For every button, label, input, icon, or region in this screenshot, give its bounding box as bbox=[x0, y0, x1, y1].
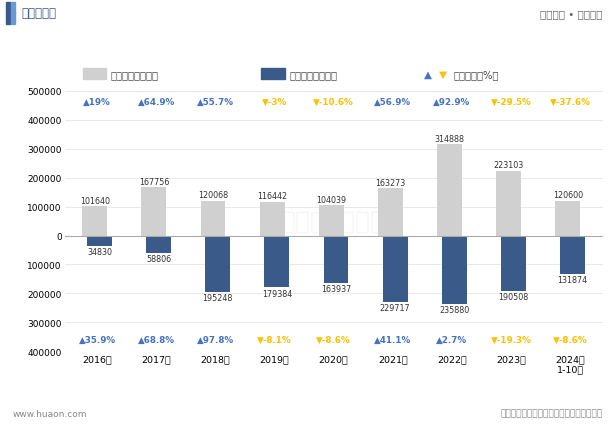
Bar bbox=[6, 3, 10, 25]
Text: 190508: 190508 bbox=[498, 292, 528, 301]
Bar bbox=[319, 206, 344, 236]
Text: www.huaon.com: www.huaon.com bbox=[12, 409, 87, 417]
Text: 2016-2024年10月岳阳市(境内目的地/货源地)进、出口额: 2016-2024年10月岳阳市(境内目的地/货源地)进、出口额 bbox=[165, 37, 450, 52]
Text: ▲97.8%: ▲97.8% bbox=[197, 335, 234, 344]
Bar bbox=[11, 3, 15, 25]
Text: ▼-8.6%: ▼-8.6% bbox=[553, 335, 587, 344]
Text: ▼-8.6%: ▼-8.6% bbox=[316, 335, 351, 344]
Text: ▲64.9%: ▲64.9% bbox=[138, 98, 175, 107]
Text: 34830: 34830 bbox=[87, 248, 112, 256]
Text: 120068: 120068 bbox=[198, 191, 228, 200]
Text: ▼: ▼ bbox=[438, 69, 446, 80]
Bar bbox=[260, 202, 285, 236]
Text: 223103: 223103 bbox=[494, 161, 524, 170]
Text: 167756: 167756 bbox=[138, 177, 169, 186]
Bar bbox=[496, 172, 521, 236]
Text: 163273: 163273 bbox=[375, 178, 405, 187]
Bar bbox=[87, 236, 112, 246]
Text: 116442: 116442 bbox=[257, 192, 287, 201]
Text: ▼-3%: ▼-3% bbox=[262, 98, 287, 107]
Bar bbox=[383, 236, 408, 302]
Text: 131874: 131874 bbox=[557, 276, 587, 285]
Bar bbox=[437, 145, 462, 236]
Text: 314888: 314888 bbox=[435, 135, 464, 144]
Text: 数据来源：中国海关；华经产业研究院整理: 数据来源：中国海关；华经产业研究院整理 bbox=[501, 409, 603, 417]
Text: ▲35.9%: ▲35.9% bbox=[79, 335, 116, 344]
Bar bbox=[141, 187, 166, 236]
Bar bbox=[555, 201, 580, 236]
Text: 101640: 101640 bbox=[80, 196, 109, 205]
Text: 179384: 179384 bbox=[262, 289, 292, 298]
Text: ▲56.9%: ▲56.9% bbox=[374, 98, 411, 107]
Bar bbox=[501, 236, 526, 291]
Bar bbox=[261, 69, 285, 80]
Text: ▲: ▲ bbox=[424, 69, 432, 80]
Bar bbox=[560, 236, 585, 274]
Text: 104039: 104039 bbox=[316, 196, 346, 204]
Text: 163937: 163937 bbox=[321, 285, 351, 294]
Text: ▼-10.6%: ▼-10.6% bbox=[313, 98, 354, 107]
Bar bbox=[323, 236, 349, 283]
Text: 出口额（万美元）: 出口额（万美元） bbox=[111, 69, 159, 80]
Bar bbox=[378, 189, 403, 236]
Bar bbox=[264, 236, 289, 288]
Text: ▲2.7%: ▲2.7% bbox=[437, 335, 467, 344]
Text: 同比增长（%）: 同比增长（%） bbox=[453, 69, 499, 80]
Text: ▲41.1%: ▲41.1% bbox=[374, 335, 411, 344]
Bar bbox=[200, 201, 226, 236]
Text: ▲92.9%: ▲92.9% bbox=[434, 98, 470, 107]
Text: 120600: 120600 bbox=[553, 191, 583, 200]
Text: ▲55.7%: ▲55.7% bbox=[197, 98, 234, 107]
Text: 195248: 195248 bbox=[202, 294, 233, 303]
Text: 专业严谨 • 客观科学: 专业严谨 • 客观科学 bbox=[540, 9, 603, 19]
Bar bbox=[205, 236, 230, 292]
Text: ▼-8.1%: ▼-8.1% bbox=[257, 335, 292, 344]
Bar bbox=[442, 236, 467, 304]
Bar bbox=[83, 69, 106, 80]
Text: ▲19%: ▲19% bbox=[83, 98, 111, 107]
Text: 华经产业研究院: 华经产业研究院 bbox=[281, 210, 386, 233]
Text: 进口额（万美元）: 进口额（万美元） bbox=[289, 69, 337, 80]
Text: ▼-37.6%: ▼-37.6% bbox=[550, 98, 590, 107]
Text: 229717: 229717 bbox=[380, 304, 410, 313]
Text: 235880: 235880 bbox=[439, 305, 469, 314]
Bar bbox=[146, 236, 171, 253]
Text: ▼-29.5%: ▼-29.5% bbox=[491, 98, 531, 107]
Text: 华经情报网: 华经情报网 bbox=[22, 7, 57, 20]
Bar bbox=[82, 207, 107, 236]
Text: ▲68.8%: ▲68.8% bbox=[138, 335, 175, 344]
Text: ▼-19.3%: ▼-19.3% bbox=[491, 335, 531, 344]
Text: 58806: 58806 bbox=[146, 254, 171, 263]
